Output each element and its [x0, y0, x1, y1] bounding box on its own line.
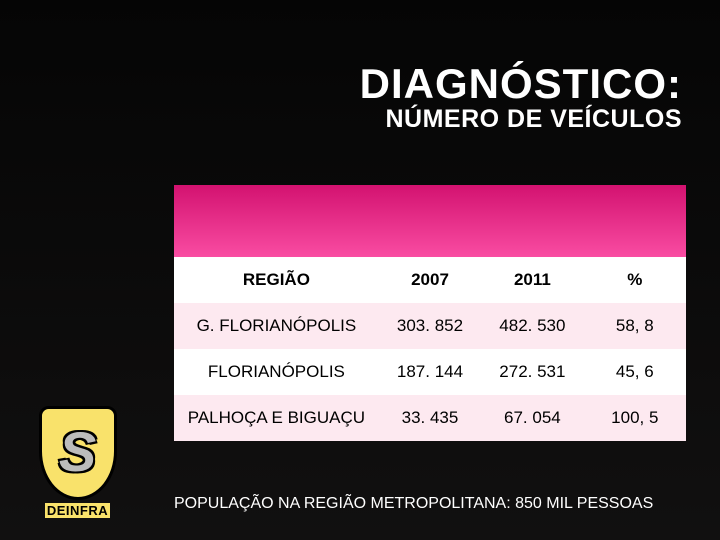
logo-badge: S: [39, 406, 117, 500]
table-header-band: [174, 185, 686, 257]
cell-region: FLORIANÓPOLIS: [174, 349, 379, 395]
cell-2007: 33. 435: [379, 395, 481, 441]
cell-pct: 100, 5: [584, 395, 686, 441]
cell-2011: 67. 054: [481, 395, 583, 441]
badge-shield-icon: S: [39, 406, 117, 500]
table-header-row: REGIÃO 2007 2011 %: [174, 257, 686, 303]
title-main: DIAGNÓSTICO:: [360, 62, 682, 106]
deinfra-logo: S DEINFRA: [30, 406, 125, 520]
col-header-pct: %: [584, 257, 686, 303]
cell-2007: 303. 852: [379, 303, 481, 349]
logo-label: DEINFRA: [45, 503, 110, 518]
vehicles-table: REGIÃO 2007 2011 % G. FLORIANÓPOLIS 303.…: [174, 257, 686, 441]
col-header-2011: 2011: [481, 257, 583, 303]
table-row: FLORIANÓPOLIS 187. 144 272. 531 45, 6: [174, 349, 686, 395]
title-subtitle: NÚMERO DE VEÍCULOS: [360, 106, 682, 134]
col-header-2007: 2007: [379, 257, 481, 303]
title-block: DIAGNÓSTICO: NÚMERO DE VEÍCULOS: [360, 62, 682, 134]
cell-pct: 58, 8: [584, 303, 686, 349]
cell-2011: 482. 530: [481, 303, 583, 349]
footer-text: POPULAÇÃO NA REGIÃO METROPOLITANA: 850 M…: [174, 495, 686, 513]
col-header-region: REGIÃO: [174, 257, 379, 303]
cell-2011: 272. 531: [481, 349, 583, 395]
cell-region: G. FLORIANÓPOLIS: [174, 303, 379, 349]
table-row: G. FLORIANÓPOLIS 303. 852 482. 530 58, 8: [174, 303, 686, 349]
cell-pct: 45, 6: [584, 349, 686, 395]
cell-2007: 187. 144: [379, 349, 481, 395]
table-row: PALHOÇA E BIGUAÇU 33. 435 67. 054 100, 5: [174, 395, 686, 441]
cell-region: PALHOÇA E BIGUAÇU: [174, 395, 379, 441]
badge-s-icon: S: [59, 419, 96, 484]
